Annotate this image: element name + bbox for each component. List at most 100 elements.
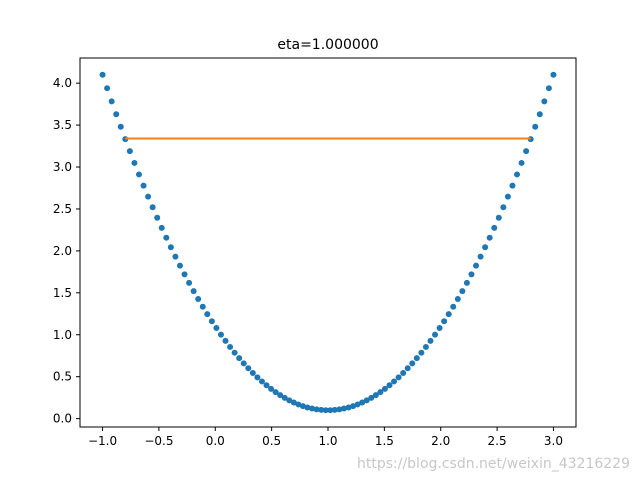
scatter-point [245,365,252,372]
scatter-point [272,389,279,396]
scatter-point [131,159,138,166]
scatter-point [523,148,530,155]
x-tick-label: 3.0 [544,434,563,448]
scatter-point [450,303,457,310]
scatter-point [432,331,439,338]
scatter-point [514,171,521,178]
scatter-point [104,85,111,92]
scatter-point [368,394,375,401]
y-tick-label: 0.5 [53,370,72,384]
scatter-point [204,311,211,318]
scatter-point [536,111,543,118]
scatter-point [532,123,539,130]
scatter-point [286,397,293,404]
plot-frame [79,57,577,428]
scatter-point [236,355,243,362]
scatter-point [545,85,552,92]
scatter-point [145,193,152,200]
scatter-point [459,288,466,295]
scatter-point [258,378,265,385]
scatter-point [404,365,411,372]
scatter-point [391,378,398,385]
scatter-point [304,404,311,411]
scatter-point [477,253,484,260]
chart-title: eta=1.000000 [277,37,378,53]
y-tick-label: 1.5 [53,286,72,300]
x-tick-label: 0.5 [262,434,281,448]
scatter-point [117,123,124,130]
scatter-point [222,337,229,344]
x-tick-label: 1.0 [318,434,337,448]
scatter-point [473,262,480,269]
scatter-point [495,214,502,221]
scatter-point [126,148,133,155]
scatter-point [163,234,170,241]
scatter-point [140,182,147,189]
scatter-point [154,214,161,221]
scatter-point [249,369,256,376]
x-tick-label: 0.0 [206,434,225,448]
scatter-point [486,234,493,241]
scatter-point [468,271,475,278]
scatter-point [381,385,388,392]
axes: −1.0 −0.5 0.0 0.5 1.0 1.5 2.0 2.5 3.0 0.0 0.5 1.0 1.… [53,57,577,448]
scatter-point [441,318,448,325]
scatter-point [318,406,325,413]
scatter-point [217,331,224,338]
scatter-point [167,244,174,251]
scatter-point [227,343,234,350]
scatter-point [427,337,434,344]
scatter-point [409,360,416,367]
y-tick-label: 4.0 [53,76,72,90]
scatter-point [359,399,366,406]
scatter-point [309,405,316,412]
plot-area [99,71,557,414]
scatter-point [413,355,420,362]
scatter-point [231,349,238,356]
scatter-point [254,374,261,381]
scatter-point [504,193,511,200]
scatter-point [195,296,202,303]
scatter-point [281,394,288,401]
scatter-point [518,159,525,166]
scatter-point [345,404,352,411]
scatter-point [135,171,142,178]
scatter-point [213,325,220,332]
scatter-point [463,279,470,286]
x-tick-label: 2.0 [431,434,450,448]
y-tick-label: 0.0 [53,412,72,426]
scatter-point [172,253,179,260]
y-tick-label: 2.0 [53,244,72,258]
scatter-point [268,385,275,392]
scatter-point [418,349,425,356]
scatter-point [509,182,516,189]
scatter-point [372,392,379,399]
y-tick-label: 3.5 [53,118,72,132]
x-tick-label: 1.5 [375,434,394,448]
scatter-point [199,303,206,310]
scatter-point [454,296,461,303]
scatter-point [377,389,384,396]
scatter-point [350,403,357,410]
scatter-point [181,271,188,278]
scatter-point [149,204,156,211]
scatter-point [395,374,402,381]
scatter-point [500,204,507,211]
scatter-point [354,401,361,408]
scatter-point [113,111,120,118]
scatter-point [541,98,548,105]
scatter-point [190,288,197,295]
y-tick-label: 1.0 [53,328,72,342]
watermark: https://blog.csdn.net/weixin_43216229 [357,456,630,472]
scatter-point [550,71,557,78]
scatter-point [322,407,329,414]
scatter-point [290,399,297,406]
x-tick-label: 2.5 [488,434,507,448]
y-tick-label: 2.5 [53,202,72,216]
scatter-point [176,262,183,269]
scatter-point [400,369,407,376]
scatter-point [436,325,443,332]
scatter-point [295,401,302,408]
scatter-point [336,406,343,413]
